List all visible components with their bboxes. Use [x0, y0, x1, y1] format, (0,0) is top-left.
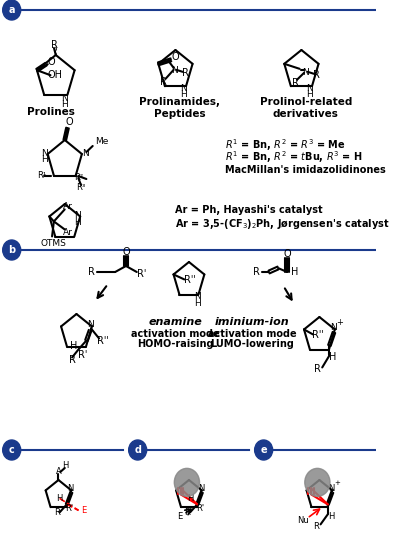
Text: R: R	[314, 365, 321, 375]
Text: R: R	[313, 70, 320, 80]
Text: enamine: enamine	[148, 317, 202, 327]
Text: R: R	[253, 267, 260, 277]
Text: b: b	[8, 245, 15, 255]
Text: +: +	[336, 318, 343, 327]
Circle shape	[3, 440, 21, 460]
Text: N: N	[41, 148, 48, 157]
Circle shape	[3, 0, 21, 20]
Text: R'': R''	[313, 331, 324, 340]
Text: Ar = Ph, Hayashi's catalyst: Ar = Ph, Hayashi's catalyst	[176, 205, 323, 215]
Circle shape	[129, 440, 147, 460]
Text: N: N	[67, 484, 74, 493]
Text: N: N	[88, 320, 94, 329]
Text: LUMO-lowering: LUMO-lowering	[210, 339, 294, 349]
Text: R: R	[292, 78, 298, 88]
Text: H: H	[328, 512, 334, 521]
Text: O: O	[66, 117, 73, 127]
Text: N: N	[306, 84, 313, 93]
Text: H: H	[329, 353, 337, 362]
Text: Ar: Ar	[64, 228, 73, 237]
Text: R¹: R¹	[37, 172, 46, 180]
Text: e: e	[260, 445, 267, 455]
Text: Prolines: Prolines	[27, 107, 75, 117]
Text: N: N	[180, 84, 187, 93]
Text: N: N	[171, 67, 178, 75]
Text: iminium-ion: iminium-ion	[214, 317, 289, 327]
Text: Ar: Ar	[64, 202, 73, 211]
Text: E: E	[178, 512, 183, 521]
Text: R: R	[88, 267, 95, 277]
Text: H: H	[70, 342, 78, 351]
Text: N: N	[198, 484, 204, 493]
Text: R: R	[160, 77, 167, 87]
Text: OH: OH	[48, 70, 62, 80]
Circle shape	[255, 440, 273, 460]
Text: c: c	[9, 445, 15, 455]
Text: R: R	[182, 68, 189, 78]
Text: R²: R²	[74, 173, 83, 182]
Text: N: N	[331, 323, 337, 332]
Text: N: N	[61, 94, 68, 103]
Text: R: R	[313, 522, 319, 531]
Text: activation mode: activation mode	[208, 329, 296, 339]
Text: H: H	[41, 156, 48, 164]
Text: N: N	[194, 292, 201, 301]
Text: Me: Me	[95, 138, 109, 146]
Text: N: N	[82, 148, 89, 157]
Text: ~: ~	[52, 43, 62, 53]
Text: N: N	[302, 68, 308, 78]
Text: E: E	[81, 506, 87, 515]
Text: $R^1$ = Bn, $R^2$ = $R^3$ = Me: $R^1$ = Bn, $R^2$ = $R^3$ = Me	[225, 137, 346, 153]
Text: R: R	[54, 508, 60, 517]
Text: Nu: Nu	[298, 516, 309, 525]
Text: a: a	[8, 5, 15, 15]
Text: O: O	[172, 52, 179, 62]
Text: Prolinol-related
derivatives: Prolinol-related derivatives	[260, 97, 352, 119]
Text: N: N	[328, 484, 334, 493]
Text: H: H	[291, 267, 298, 277]
Text: O: O	[48, 57, 55, 67]
Text: R': R'	[78, 350, 88, 360]
Text: OTMS: OTMS	[41, 239, 67, 248]
Text: MacMillan's imidazolidinones: MacMillan's imidazolidinones	[225, 165, 386, 175]
Text: HOMO-raising: HOMO-raising	[137, 339, 214, 349]
Text: R³: R³	[76, 184, 86, 192]
Text: d: d	[134, 445, 141, 455]
Text: H: H	[194, 299, 201, 308]
Text: R: R	[69, 355, 76, 365]
Text: activation mode: activation mode	[131, 329, 220, 339]
Text: H: H	[56, 494, 63, 503]
Text: N: N	[74, 211, 81, 220]
Text: O: O	[122, 247, 130, 257]
Text: A: A	[56, 468, 61, 476]
Text: R'': R''	[184, 276, 196, 285]
Text: +: +	[334, 480, 340, 486]
Text: Ar = 3,5-(CF$_3$)$_2$Ph, Jørgensen's catalyst: Ar = 3,5-(CF$_3$)$_2$Ph, Jørgensen's cat…	[176, 217, 390, 231]
Text: $R^1$ = Bn, $R^2$ = $t$Bu, $R^3$ = H: $R^1$ = Bn, $R^2$ = $t$Bu, $R^3$ = H	[225, 149, 362, 165]
Text: Prolinamides,
Peptides: Prolinamides, Peptides	[140, 97, 220, 119]
Text: H: H	[187, 494, 193, 503]
Text: H: H	[63, 461, 69, 470]
Text: R': R'	[196, 504, 204, 513]
Text: R: R	[51, 40, 57, 50]
Text: O: O	[283, 249, 291, 259]
Text: H: H	[306, 90, 313, 98]
Text: H: H	[61, 100, 68, 109]
Text: R': R'	[66, 504, 74, 513]
Circle shape	[174, 469, 199, 496]
Circle shape	[3, 240, 21, 260]
Circle shape	[305, 469, 330, 496]
Text: H: H	[74, 218, 81, 227]
Text: H: H	[180, 90, 187, 98]
Text: R': R'	[138, 269, 147, 279]
Text: R: R	[184, 508, 190, 517]
Text: R'': R''	[97, 337, 109, 346]
